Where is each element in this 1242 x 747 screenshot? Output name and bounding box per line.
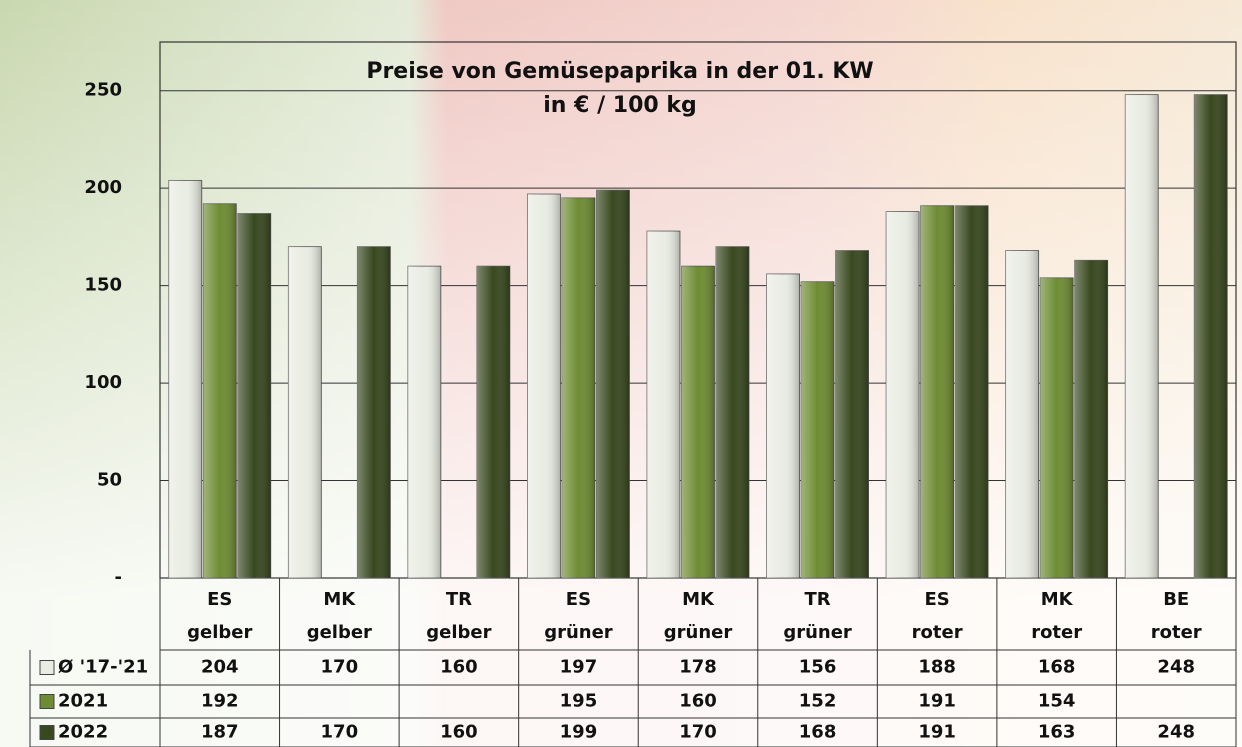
bar-shine: [203, 203, 237, 579]
y-tick-label: 100: [84, 372, 122, 393]
x-tick-label: grüner: [664, 622, 733, 643]
x-tick-label: gelber: [187, 622, 252, 643]
x-tick-label: MK: [682, 589, 715, 610]
x-tick-label: TR: [804, 589, 830, 610]
x-tick-label: grüner: [544, 622, 613, 643]
legend-label: 2022: [58, 722, 108, 743]
x-tick-label: roter: [912, 622, 963, 643]
table-value: 248: [1157, 657, 1195, 678]
table-value: 170: [321, 657, 359, 678]
bar-shine: [766, 273, 800, 578]
bar-shine: [476, 266, 510, 578]
table-value: 154: [1038, 691, 1076, 712]
table-value: 170: [679, 722, 717, 743]
bar-shine: [237, 213, 271, 578]
bar-shine: [561, 197, 595, 578]
table-value: 191: [918, 691, 956, 712]
legend-label: 2021: [58, 691, 108, 712]
x-tick-label: MK: [1041, 589, 1074, 610]
table-value: 160: [440, 657, 478, 678]
x-tick-label: gelber: [426, 622, 491, 643]
table-value: 168: [799, 722, 837, 743]
x-tick-label: ES: [566, 589, 591, 610]
bar-shine: [886, 211, 920, 578]
x-tick-label: MK: [323, 589, 356, 610]
table-value: 188: [918, 657, 956, 678]
bar-shine: [681, 266, 715, 578]
bar-shine: [647, 231, 680, 578]
y-tick-label: 250: [84, 80, 122, 101]
table-value: 192: [201, 691, 239, 712]
legend-label: Ø '17-'21: [58, 657, 148, 678]
table-value: 160: [679, 691, 717, 712]
table-value: 156: [799, 657, 837, 678]
bar-shine: [527, 194, 561, 578]
x-tick-label: roter: [1151, 622, 1202, 643]
bar-shine: [168, 180, 202, 579]
table-value: 168: [1038, 657, 1076, 678]
bar-shine: [835, 250, 869, 578]
bar-shine: [801, 281, 835, 578]
y-tick-label: 150: [84, 275, 122, 296]
table-value: 199: [560, 722, 598, 743]
bar-shine: [955, 205, 989, 578]
bar-shine: [596, 190, 630, 578]
table-value: 187: [201, 722, 239, 743]
legend-swatch: [39, 725, 55, 740]
bar-shine: [1125, 94, 1159, 578]
x-tick-label: ES: [207, 589, 232, 610]
chart-title: Preise von Gemüsepaprika in der 01. KW: [366, 59, 873, 84]
table-value: 204: [201, 657, 239, 678]
table-value: 170: [321, 722, 359, 743]
y-tick-label: 200: [84, 177, 122, 198]
x-tick-label: roter: [1031, 622, 1082, 643]
table-value: 178: [679, 657, 717, 678]
bar-shine: [716, 246, 749, 578]
x-tick-label: ES: [924, 589, 949, 610]
legend-swatch: [39, 660, 55, 675]
table-value: 163: [1038, 722, 1076, 743]
x-tick-label: BE: [1163, 589, 1189, 610]
bar-shine: [1074, 260, 1108, 578]
legend-swatch: [39, 694, 55, 709]
table-value: 195: [560, 691, 598, 712]
y-tick-label: -: [115, 567, 122, 588]
table-value: 197: [560, 657, 598, 678]
table-value: 248: [1157, 722, 1195, 743]
table-value: 160: [440, 722, 478, 743]
chart-subtitle: in € / 100 kg: [543, 93, 696, 118]
bar-shine: [1005, 250, 1039, 578]
bar-shine: [357, 246, 391, 578]
bar-shine: [407, 266, 441, 578]
x-tick-label: TR: [446, 589, 472, 610]
bar-shine: [920, 205, 954, 578]
y-tick-label: 50: [97, 470, 122, 491]
x-tick-label: gelber: [307, 622, 372, 643]
table-value: 191: [918, 722, 956, 743]
x-tick-label: grüner: [783, 622, 852, 643]
bar-shine: [1040, 277, 1074, 578]
bar-shine: [1194, 94, 1228, 578]
bar-shine: [288, 246, 322, 578]
table-value: 152: [799, 691, 837, 712]
